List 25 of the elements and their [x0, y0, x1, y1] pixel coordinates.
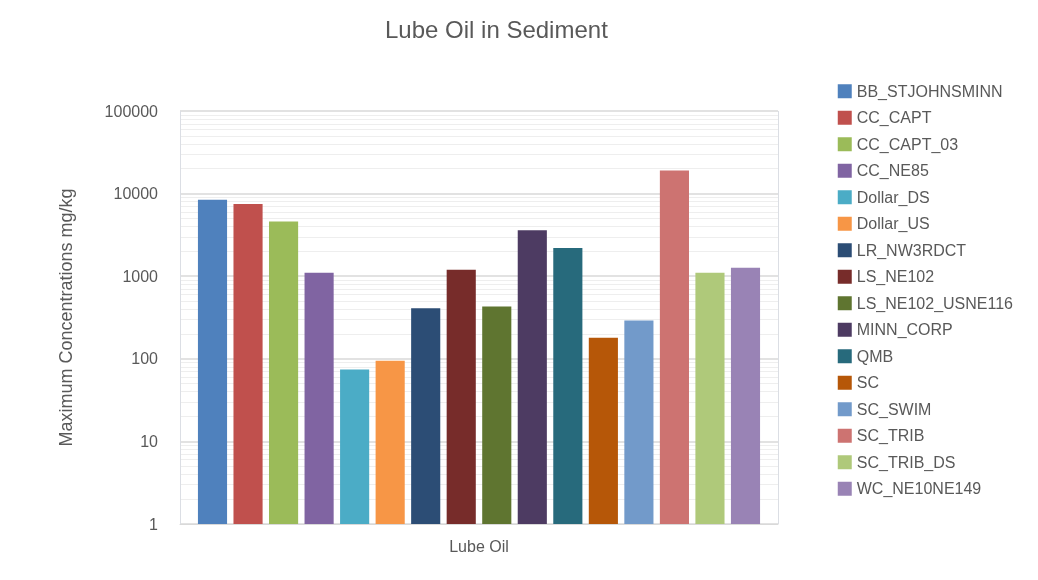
- x-tick-label: Lube Oil: [449, 537, 509, 555]
- legend-label: QMB: [856, 347, 894, 365]
- legend-label: Dollar_US: [856, 215, 930, 234]
- legend-label: CC_CAPT: [856, 109, 932, 128]
- y-axis-title: Maximum Concentrations mg/kg: [56, 188, 76, 447]
- legend-label: LR_NW3RDCT: [856, 241, 967, 260]
- legend-label: BB_STJOHNSMINN: [856, 82, 1003, 101]
- y-tick-label: 100: [131, 350, 159, 368]
- legend-label: SC_SWIM: [856, 400, 932, 419]
- legend-label: WC_NE10NE149: [856, 480, 982, 499]
- chart-title: Lube Oil in Sediment: [385, 15, 609, 43]
- legend-label: Dollar_DS: [856, 188, 930, 207]
- y-tick-label: 10: [140, 432, 159, 450]
- legend-label: SC: [856, 374, 879, 392]
- legend-label: MINN_CORP: [856, 321, 953, 340]
- legend-label: SC_TRIB_DS: [856, 453, 956, 472]
- y-tick-label: 10000: [113, 185, 159, 203]
- legend-label: LS_NE102: [856, 268, 935, 287]
- legend-label: CC_CAPT_03: [856, 135, 959, 154]
- legend-label: LS_NE102_USNE116: [856, 294, 1014, 313]
- y-tick-label: 1000: [122, 267, 159, 285]
- y-tick-label: 1: [149, 515, 159, 533]
- legend-label: CC_NE85: [856, 162, 929, 181]
- legend-label: SC_TRIB: [856, 427, 925, 446]
- y-tick-label: 100000: [104, 102, 159, 120]
